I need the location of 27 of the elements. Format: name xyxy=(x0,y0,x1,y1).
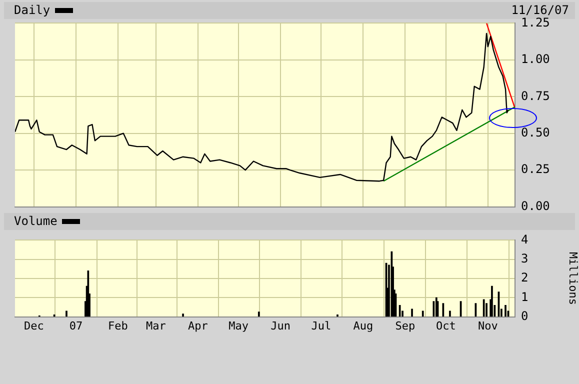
y-tick-label: 4 xyxy=(521,232,528,246)
y-tick-label: 1.00 xyxy=(521,52,550,66)
y-axis-title: Millions xyxy=(566,252,579,305)
text: 11/16/07 xyxy=(511,2,569,18)
x-tick-label: Jun xyxy=(270,319,291,332)
y-tick-label: 1.25 xyxy=(521,15,550,30)
x-tick-label: Aug xyxy=(353,319,374,332)
x-tick-label: Nov xyxy=(478,319,498,332)
x-tick-label: Feb xyxy=(108,319,128,332)
y-tick-label: 3 xyxy=(521,251,528,266)
x-tick-label: Sep xyxy=(395,319,416,332)
y-tick-label: 0.75 xyxy=(521,88,550,103)
x-tick-label: May xyxy=(228,319,249,332)
x-tick-label: Apr xyxy=(188,319,208,332)
y-tick-label: 0.50 xyxy=(521,125,550,140)
y-tick-label: 0 xyxy=(521,308,528,323)
x-tick-label: Mar xyxy=(146,319,166,332)
legend-label: Daily xyxy=(14,2,50,19)
y-tick-label: 2 xyxy=(521,270,528,285)
y-tick-label: 0.25 xyxy=(521,162,550,176)
y-tick-label: 0.00 xyxy=(521,198,550,213)
x-tick-label: 07 xyxy=(69,319,83,332)
legend-label: Volume xyxy=(14,213,58,230)
y-tick-label: 1 xyxy=(521,290,528,304)
x-tick-label: Dec xyxy=(24,319,44,332)
x-tick-label: Jul xyxy=(311,319,332,332)
x-tick-label: Oct xyxy=(436,319,456,332)
